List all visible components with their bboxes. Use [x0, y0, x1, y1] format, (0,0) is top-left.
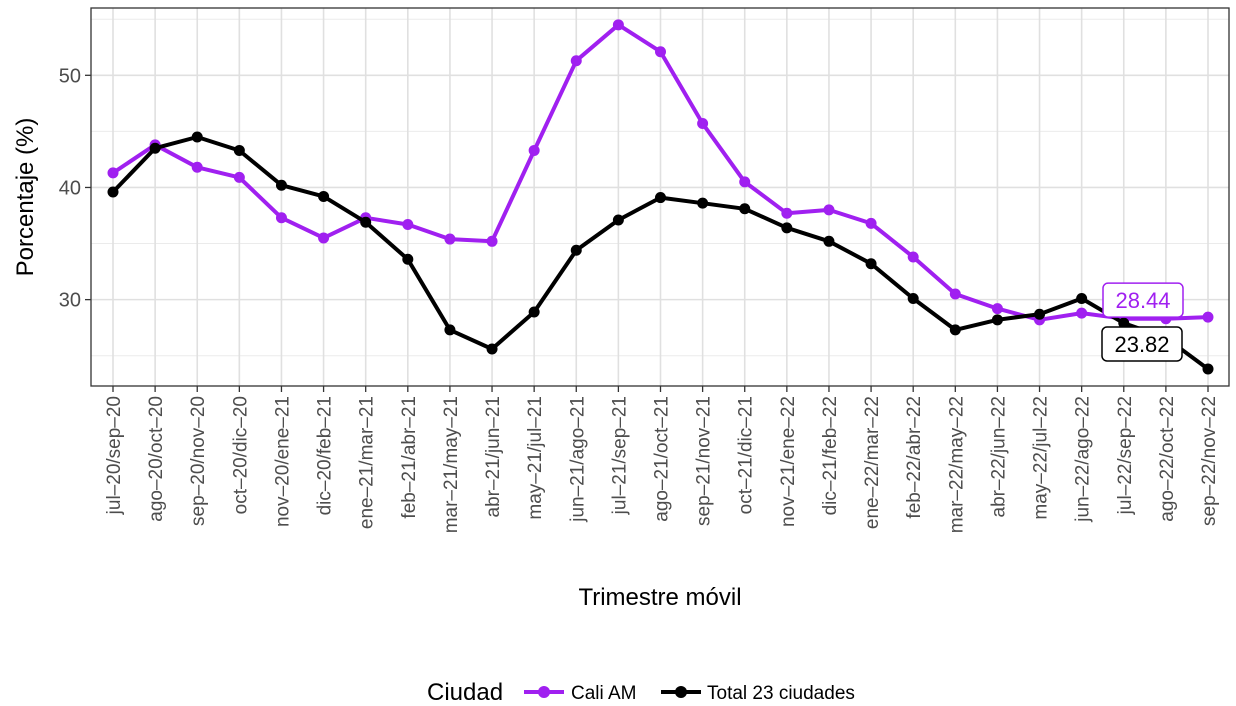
data-point — [612, 214, 624, 226]
axes: 30 40 50 jul–20/sep–20 ago–20/oct–20 sep–20/n… — [59, 65, 1220, 533]
data-point — [907, 293, 919, 305]
x-tick-label: mar–22/may–22 — [946, 396, 967, 533]
end-label-0: 28.44 — [1102, 282, 1184, 318]
data-point — [739, 176, 751, 188]
x-tick-label: mar–21/may–21 — [441, 396, 462, 533]
x-tick-label: oct–21/dic–21 — [736, 396, 757, 514]
x-tick-label: dic–20/feb–21 — [315, 396, 336, 515]
data-point — [991, 314, 1003, 326]
x-tick-label: ago–20/oct–20 — [146, 396, 167, 522]
data-point — [823, 204, 835, 216]
x-tick-label: nov–20/ene–21 — [272, 396, 293, 527]
data-point — [149, 142, 161, 154]
x-axis-title: Trimestre móvil — [578, 584, 741, 611]
legend-title: Ciudad — [427, 679, 503, 706]
data-point — [444, 324, 456, 336]
end-label-1: 23.82 — [1101, 326, 1183, 362]
data-point — [191, 161, 203, 173]
y-tick-label: 40 — [59, 177, 81, 199]
data-point — [823, 235, 835, 247]
data-point — [528, 144, 540, 156]
x-tick-label: ene–22/mar–22 — [862, 396, 883, 529]
data-point — [1202, 363, 1214, 375]
data-point — [1034, 308, 1046, 320]
data-point — [949, 324, 961, 336]
x-tick-label: jun–22/ago–22 — [1073, 396, 1094, 523]
x-tick-label: sep–22/nov–22 — [1199, 396, 1220, 526]
data-point — [949, 288, 961, 300]
x-tick-label: sep–20/nov–20 — [188, 396, 209, 526]
x-tick-label: abr–22/jun–22 — [988, 396, 1009, 518]
legend-key-cali-point — [538, 686, 550, 698]
data-point — [907, 251, 919, 263]
data-point — [1202, 311, 1214, 323]
data-point — [107, 167, 119, 179]
x-tick-label: feb–22/abr–22 — [904, 396, 925, 519]
data-point — [991, 303, 1003, 315]
data-point — [655, 192, 666, 204]
series-layer — [107, 19, 1214, 375]
x-tick-label: oct–20/dic–20 — [230, 396, 251, 514]
x-tick-label: ene–21/mar–21 — [357, 396, 378, 529]
data-point — [486, 235, 498, 247]
data-point — [486, 343, 498, 355]
x-tick-label: feb–21/abr–21 — [399, 396, 420, 519]
end-labels: 28.44 23.82 — [1101, 282, 1184, 362]
data-point — [865, 258, 877, 270]
data-point — [697, 118, 709, 130]
data-point — [275, 212, 287, 224]
data-point — [444, 233, 456, 245]
data-point — [318, 190, 330, 202]
legend-label-total: Total 23 ciudades — [707, 683, 855, 704]
end-label-text: 28.44 — [1115, 288, 1170, 313]
legend: Ciudad Cali AM Total 23 ciudades — [427, 679, 855, 706]
data-point — [233, 144, 245, 156]
data-point — [1076, 293, 1088, 305]
x-tick-label: may–22/jul–22 — [1031, 396, 1052, 520]
data-point — [781, 222, 793, 234]
data-point — [697, 197, 709, 209]
data-point — [1118, 317, 1130, 329]
data-point — [275, 179, 287, 191]
x-tick-label: abr–21/jun–21 — [483, 396, 504, 518]
x-tick-label: sep–21/nov–21 — [694, 396, 715, 526]
data-point — [402, 218, 414, 230]
end-label-box — [1102, 282, 1184, 318]
data-point — [233, 171, 245, 183]
data-point — [612, 19, 624, 31]
x-tick-label: ago–21/oct–21 — [652, 396, 673, 522]
x-tick-label: ago–22/oct–22 — [1157, 396, 1178, 522]
end-label-text: 23.82 — [1114, 332, 1169, 357]
data-point — [528, 306, 540, 318]
data-point — [318, 232, 330, 244]
x-tick-label: jun–21/ago–21 — [567, 396, 588, 523]
data-point — [865, 217, 877, 229]
data-point — [570, 244, 582, 256]
data-point — [402, 253, 414, 265]
data-point — [570, 55, 582, 67]
data-point — [107, 186, 119, 198]
x-tick-label: nov–21/ene–22 — [778, 396, 799, 527]
grid — [91, 8, 1229, 386]
data-point — [781, 207, 793, 219]
data-point — [191, 131, 203, 143]
legend-key-total-point — [675, 686, 687, 698]
data-point — [739, 203, 751, 215]
data-point — [655, 46, 666, 58]
legend-label-cali: Cali AM — [571, 683, 636, 704]
y-tick-label: 30 — [59, 290, 81, 312]
data-point — [360, 216, 372, 228]
x-tick-label: jul–21/sep–21 — [609, 396, 630, 515]
y-axis-title: Porcentaje (%) — [12, 118, 39, 277]
data-point — [1076, 307, 1088, 319]
x-tick-label: jul–20/sep–20 — [104, 396, 125, 515]
end-label-box — [1101, 326, 1183, 362]
x-tick-label: may–21/jul–21 — [525, 396, 546, 520]
x-tick-label: dic–21/feb–22 — [820, 396, 841, 515]
x-tick-label: jul–22/sep–22 — [1115, 396, 1136, 515]
y-tick-label: 50 — [59, 65, 81, 87]
series-1 — [107, 131, 1214, 375]
